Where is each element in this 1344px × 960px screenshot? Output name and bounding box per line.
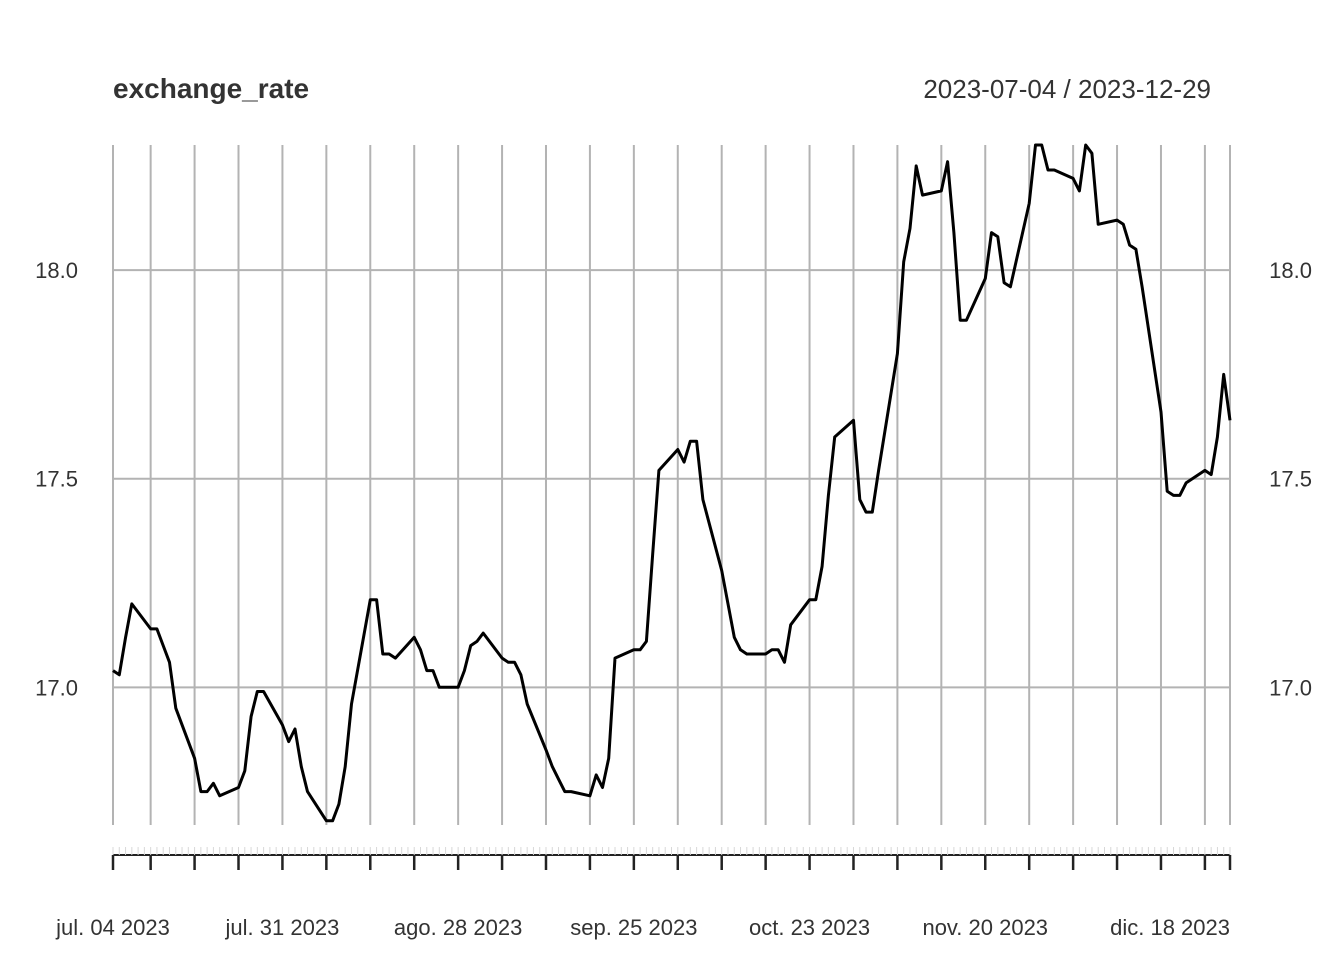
y-tick-label-left: 17.0 (35, 675, 78, 700)
x-tick-label: jul. 04 2023 (55, 915, 170, 940)
x-tick-label: dic. 18 2023 (1110, 915, 1230, 940)
x-tick-label: ago. 28 2023 (394, 915, 522, 940)
y-tick-label-right: 17.0 (1269, 675, 1312, 700)
date-range-label: 2023-07-04 / 2023-12-29 (923, 74, 1211, 104)
grid-lines (112, 145, 1231, 825)
y-tick-label-left: 17.5 (35, 467, 78, 492)
x-tick-label: oct. 23 2023 (749, 915, 870, 940)
chart-title: exchange_rate (113, 73, 309, 104)
y-tick-label-right: 18.0 (1269, 258, 1312, 283)
y-axis-right: 17.0 17.5 18.0 (1269, 258, 1312, 700)
x-tick-label: sep. 25 2023 (570, 915, 697, 940)
x-tick-label: nov. 20 2023 (922, 915, 1048, 940)
x-tick-label: jul. 31 2023 (225, 915, 340, 940)
y-axis-left: 17.0 17.5 18.0 (35, 258, 78, 700)
series-line (112, 143, 1232, 823)
y-tick-label-left: 18.0 (35, 258, 78, 283)
y-tick-label-right: 17.5 (1269, 467, 1312, 492)
x-axis: jul. 04 2023 jul. 31 2023 ago. 28 2023 sep.… (55, 847, 1232, 940)
